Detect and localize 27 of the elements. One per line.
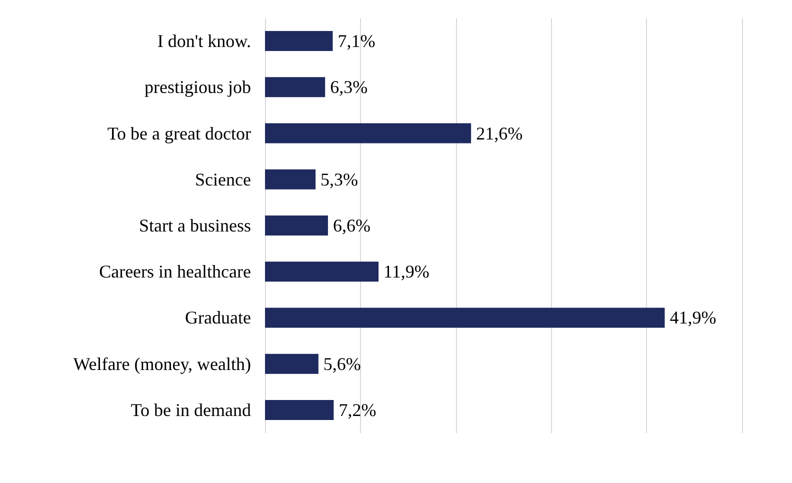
y-tick-label: Start a business: [139, 216, 251, 236]
data-label: 41,9%: [670, 308, 716, 328]
y-tick-label: Graduate: [185, 308, 252, 328]
y-tick-label: prestigious job: [144, 77, 251, 98]
data-label: 21,6%: [476, 123, 523, 144]
y-tick-label: To be in demand: [130, 400, 251, 420]
bar: [265, 169, 316, 190]
data-label: 6,3%: [330, 77, 368, 98]
y-tick-label: Careers in healthcare: [99, 262, 251, 282]
bar: [265, 31, 333, 52]
data-label: 5,6%: [323, 354, 361, 374]
bar: [265, 400, 334, 420]
bar: [265, 262, 379, 282]
bar: [265, 308, 665, 328]
data-label: 11,9%: [384, 262, 430, 282]
data-label: 7,2%: [338, 400, 376, 420]
bar: [265, 354, 318, 374]
bar: [265, 123, 472, 144]
bar: [265, 77, 326, 98]
y-tick-label: To be a great doctor: [107, 123, 251, 144]
data-label: 5,3%: [320, 169, 358, 190]
y-tick-label: I don't know.: [157, 31, 251, 52]
bar: [265, 216, 328, 236]
y-tick-label: Science: [195, 169, 252, 190]
data-label: 6,6%: [332, 216, 370, 236]
y-tick-label: Welfare (money, wealth): [73, 354, 252, 374]
data-label: 7,1%: [338, 31, 376, 52]
